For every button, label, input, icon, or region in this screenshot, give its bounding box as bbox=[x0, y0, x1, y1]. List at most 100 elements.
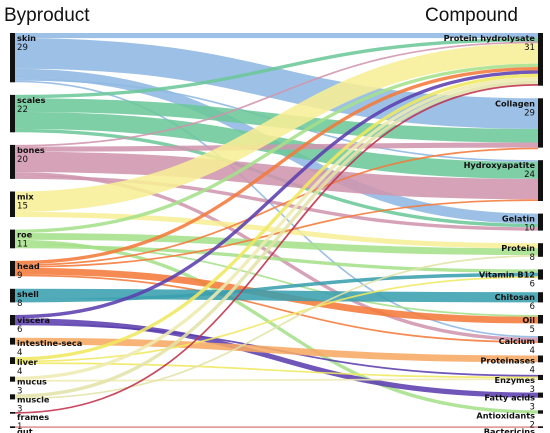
link-viscera-to-protein-hydrolysate bbox=[14, 70, 539, 319]
link-skin-to-calcium bbox=[14, 80, 539, 338]
source-label: muscle bbox=[17, 394, 50, 404]
target-node-proteinases bbox=[538, 355, 543, 363]
source-node-shell bbox=[10, 288, 15, 303]
target-label: Protein bbox=[501, 243, 535, 253]
source-node-frames bbox=[10, 412, 15, 414]
link-head-to-protein-hydrolysate bbox=[14, 67, 539, 265]
link-shell-to-chitosan bbox=[14, 288, 539, 303]
link-viscera-to-fatty-acids bbox=[14, 318, 539, 398]
source-label: frames bbox=[17, 412, 49, 422]
source-label: scales bbox=[17, 95, 46, 105]
target-value: 31 bbox=[524, 43, 535, 53]
target-value: 29 bbox=[524, 108, 535, 118]
target-label: Collagen bbox=[495, 98, 535, 108]
target-node-hydroxyapatite bbox=[538, 160, 543, 201]
source-value: 6 bbox=[17, 325, 22, 335]
link-liver-to-vitamin-b12 bbox=[14, 276, 539, 363]
target-label: Protein hydrolysate bbox=[444, 33, 536, 43]
source-label: bones bbox=[17, 145, 45, 155]
source-value: 1 bbox=[17, 422, 22, 432]
link-liver-to-protein-hydrolysate bbox=[14, 73, 539, 361]
source-value: 22 bbox=[17, 105, 28, 115]
source-label: gut bbox=[17, 426, 33, 433]
target-node-bactericins bbox=[538, 426, 543, 428]
target-label: Fatty acids bbox=[484, 393, 535, 403]
target-node-oil bbox=[538, 315, 543, 324]
target-value: 3 bbox=[530, 385, 535, 395]
link-skin-to-collagen bbox=[14, 38, 539, 129]
link-shell-to-vitamin-b12 bbox=[14, 272, 539, 303]
source-label: roe bbox=[17, 230, 33, 240]
link-bones-to-protein-hydrolysate bbox=[14, 41, 539, 147]
nodes: skin29scales22bones20mix15roe11head9shel… bbox=[10, 33, 543, 433]
target-value: 4 bbox=[530, 366, 535, 376]
target-label: Calcium bbox=[499, 336, 535, 346]
target-label: Enzymes bbox=[495, 375, 536, 385]
target-value: 3 bbox=[530, 403, 535, 413]
target-node-calcium bbox=[538, 336, 543, 343]
link-mix-to-protein-hydrolysate bbox=[14, 43, 539, 212]
target-value: 6 bbox=[530, 279, 535, 289]
link-muscle-to-protein-hydrolysate bbox=[14, 80, 539, 398]
source-value: 3 bbox=[17, 387, 22, 397]
source-node-viscera bbox=[10, 315, 15, 326]
target-node-vitamin-b12 bbox=[538, 269, 543, 280]
source-label: skin bbox=[17, 33, 36, 43]
source-node-mix bbox=[10, 191, 15, 217]
target-value: 6 bbox=[530, 302, 535, 312]
link-liver-to-enzymes bbox=[14, 362, 539, 379]
source-value: 4 bbox=[17, 348, 22, 358]
source-node-mucus bbox=[10, 376, 15, 382]
target-node-gelatin bbox=[538, 213, 543, 231]
source-node-liver bbox=[10, 357, 15, 364]
source-label: head bbox=[17, 261, 40, 271]
link-bones-to-calcium bbox=[14, 172, 539, 342]
target-node-protein bbox=[538, 243, 543, 257]
source-node-gut bbox=[10, 426, 15, 428]
source-value: 4 bbox=[17, 367, 22, 377]
target-label: Hydroxyapatite bbox=[464, 160, 536, 170]
target-value: 2 bbox=[530, 420, 535, 430]
link-bones-to-gelatin bbox=[14, 175, 539, 231]
link-head-to-hydroxyapatite bbox=[14, 199, 539, 268]
target-label: Oil bbox=[522, 315, 535, 325]
flow-links bbox=[14, 32, 539, 429]
target-value: 8 bbox=[530, 253, 535, 263]
source-label: mix bbox=[17, 192, 34, 202]
target-node-enzymes bbox=[538, 374, 543, 380]
link-head-to-collagen bbox=[14, 147, 539, 266]
link-muscle-to-protein bbox=[14, 255, 539, 400]
target-value: 10 bbox=[524, 224, 535, 234]
link-roe-to-protein bbox=[14, 233, 539, 256]
target-value: 5 bbox=[530, 325, 535, 335]
source-value: 8 bbox=[17, 299, 22, 309]
target-node-collagen bbox=[538, 98, 543, 148]
source-node-head bbox=[10, 260, 15, 277]
link-mucus-to-protein-hydrolysate bbox=[14, 77, 539, 380]
link-roe-to-vitamin-b12 bbox=[14, 244, 539, 273]
source-node-muscle bbox=[10, 394, 15, 400]
source-value: 9 bbox=[17, 271, 22, 281]
source-value: 11 bbox=[17, 240, 28, 250]
source-node-roe bbox=[10, 229, 15, 249]
source-value: 29 bbox=[17, 43, 28, 53]
target-node-chitosan bbox=[538, 292, 543, 303]
target-label: Chitosan bbox=[495, 292, 536, 302]
source-node-bones bbox=[10, 144, 15, 179]
source-label: liver bbox=[17, 357, 39, 367]
source-label: viscera bbox=[17, 315, 50, 325]
source-label: mucus bbox=[17, 377, 47, 387]
link-frames-to-protein-hydrolysate bbox=[14, 84, 539, 414]
source-node-scales bbox=[10, 94, 15, 133]
source-value: 15 bbox=[17, 202, 28, 212]
source-label: shell bbox=[17, 289, 39, 299]
target-node-fatty-acids bbox=[538, 392, 543, 398]
left-header: Byproduct bbox=[4, 5, 90, 26]
link-scales-to-protein-hydrolysate bbox=[14, 38, 539, 99]
target-label: Antioxidants bbox=[476, 410, 535, 420]
target-node-protein-hydrolysate bbox=[538, 33, 543, 86]
target-label: Bactericins bbox=[484, 426, 535, 433]
target-value: 24 bbox=[524, 170, 535, 180]
target-node-antioxidants bbox=[538, 410, 543, 414]
